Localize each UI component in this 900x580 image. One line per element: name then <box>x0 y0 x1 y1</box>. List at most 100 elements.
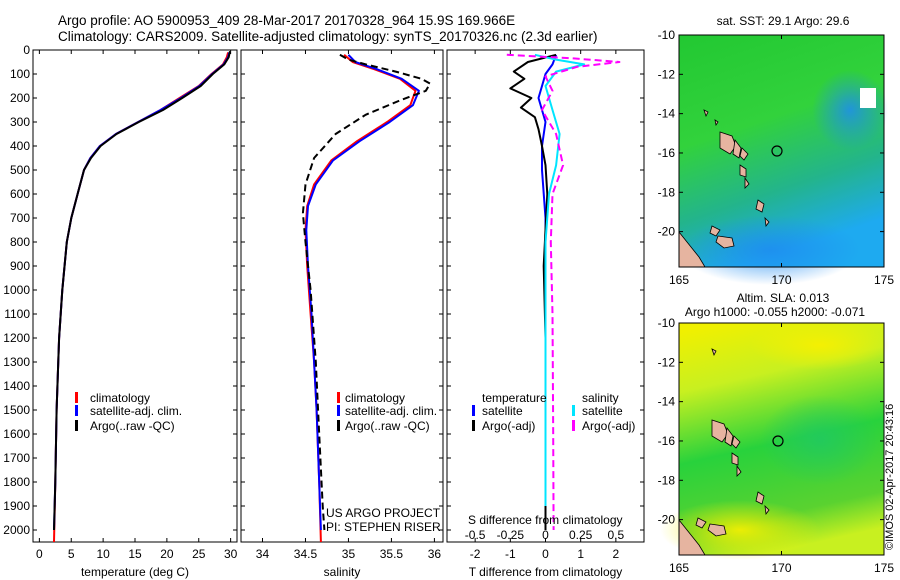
map-y-tick-label: -12 <box>658 355 676 369</box>
x-tick-label: 34 <box>256 547 270 561</box>
legend-label-argo: Argo(..raw -QC) <box>90 419 175 433</box>
legend-heading-salinity: salinity <box>582 391 619 405</box>
series-line <box>53 52 231 531</box>
sla-map-title2: Argo h1000: -0.055 h2000: -0.071 <box>685 305 865 319</box>
sst-map-title: sat. SST: 29.1 Argo: 29.6 <box>717 14 850 28</box>
legend-swatch-temp-argo <box>472 420 475 431</box>
legend-label-argo: Argo(..raw -QC) <box>345 419 430 433</box>
y-tick-label: 1100 <box>4 307 30 321</box>
legend-swatch-sal-argo <box>572 420 575 431</box>
sst-cool-patch <box>812 70 888 150</box>
x-tick-label: 5 <box>68 547 75 561</box>
legend-label-satellite: satellite-adj. clim. <box>90 404 182 418</box>
x-tick-label: 35 <box>342 547 356 561</box>
project-line2: PI: STEPHEN RISER <box>326 520 441 534</box>
argo-float-marker <box>771 145 783 157</box>
x-tick-label: 34.5 <box>294 547 318 561</box>
map-y-tick-label: -20 <box>658 225 676 239</box>
map-y-tick-label: -20 <box>658 513 676 527</box>
sst-missing-data <box>860 88 876 108</box>
map-x-tick-label: 175 <box>874 561 894 575</box>
top-x-tick-label: 0 <box>542 528 549 542</box>
sst-cool-patch <box>680 215 860 285</box>
x-tick-label: 1 <box>577 547 584 561</box>
series-line <box>509 53 557 530</box>
top-x-tick-label: -0.25 <box>497 528 525 542</box>
series-line <box>53 52 230 543</box>
legend-label-sal-argo: Argo(-adj) <box>582 419 635 433</box>
y-tick-label: 200 <box>10 91 30 105</box>
x-axis-label: salinity <box>324 565 361 579</box>
y-tick-label: 1200 <box>3 331 30 345</box>
y-tick-label: 800 <box>10 235 30 249</box>
x-tick-label: 35.5 <box>380 547 404 561</box>
s-difference-title: S difference from climatology <box>468 513 623 527</box>
x-tick-label: 30 <box>224 547 238 561</box>
map-x-tick-label: 165 <box>669 273 689 287</box>
figure-title-line1: Argo profile: AO 5900953_409 28-Mar-2017… <box>58 13 515 28</box>
map-y-tick-label: -16 <box>658 146 676 160</box>
difference-legend: temperature satellite Argo(-adj) salinit… <box>472 391 635 433</box>
y-tick-label: 500 <box>10 163 30 177</box>
x-axis-label: temperature (deg C) <box>81 565 189 579</box>
temperature-panel: 0100200300400500600700800900100011001200… <box>3 43 237 579</box>
y-tick-label: 1900 <box>3 499 30 513</box>
series-line <box>537 54 558 530</box>
legend-swatch-satellite <box>75 405 78 416</box>
x-tick-label: 0 <box>36 547 43 561</box>
map-x-tick-label: 170 <box>771 561 791 575</box>
y-tick-label: 2000 <box>3 523 30 537</box>
map-y-tick-label: -18 <box>658 185 676 199</box>
x-tick-label: -1 <box>505 547 516 561</box>
series-line <box>305 54 420 531</box>
salinity-panel: 34 34.5 35 35.5 36 salinity <box>240 49 444 579</box>
legend-swatch-satellite <box>337 405 340 416</box>
legend-swatch-climatology <box>337 392 340 403</box>
y-tick-label: 900 <box>10 259 30 273</box>
top-x-tick-label: 0.25 <box>569 528 593 542</box>
sla-low-patch <box>760 395 880 485</box>
x-axis-label: T difference from climatology <box>469 565 623 579</box>
y-tick-label: 100 <box>10 67 30 81</box>
legend-swatch-temp-satellite <box>472 405 475 416</box>
sla-map: Altim. SLA: 0.013 Argo h1000: -0.055 h20… <box>658 291 895 575</box>
series-line <box>301 53 432 531</box>
legend-label-climatology: climatology <box>90 391 150 405</box>
difference-panel: -2 -1 0 1 2 T difference from climatology -0.5… <box>446 49 645 579</box>
y-tick-label: 600 <box>10 187 30 201</box>
salinity-legend: climatology satellite-adj. clim. Argo(..… <box>337 391 437 433</box>
legend-swatch-climatology <box>75 392 78 403</box>
x-tick-label: 15 <box>128 547 142 561</box>
map-y-tick-label: -14 <box>658 107 676 121</box>
y-tick-label: 1800 <box>3 475 30 489</box>
series-line <box>534 53 586 506</box>
sla-map-title: Altim. SLA: 0.013 <box>737 291 830 305</box>
series-line <box>53 50 231 531</box>
legend-swatch-argo <box>337 420 340 431</box>
map-y-tick-label: -18 <box>658 473 676 487</box>
legend-label-temp-satellite: satellite <box>482 404 523 418</box>
project-line1: US ARGO PROJECT <box>326 506 441 520</box>
legend-label-climatology: climatology <box>345 391 405 405</box>
x-tick-label: 20 <box>160 547 174 561</box>
y-tick-label: 400 <box>10 139 30 153</box>
x-tick-label: -2 <box>470 547 481 561</box>
map-x-tick-label: 175 <box>874 273 894 287</box>
temperature-legend: climatology satellite-adj. clim. Argo(..… <box>75 391 182 433</box>
y-tick-label: 1300 <box>3 355 30 369</box>
map-y-tick-label: -10 <box>658 316 676 330</box>
legend-heading-temperature: temperature <box>482 391 547 405</box>
y-tick-label: 300 <box>10 115 30 129</box>
sla-high-patch <box>660 500 820 560</box>
y-tick-label: 0 <box>23 43 30 57</box>
y-tick-label: 700 <box>10 211 30 225</box>
y-tick-label: 1400 <box>3 379 30 393</box>
top-x-tick-label: 0.5 <box>608 528 625 542</box>
y-tick-label: 1000 <box>3 283 30 297</box>
legend-label-satellite: satellite-adj. clim. <box>345 404 437 418</box>
y-tick-label: 1700 <box>3 451 30 465</box>
y-tick-label: 1600 <box>3 427 30 441</box>
series-line <box>506 53 621 531</box>
sst-map: sat. SST: 29.1 Argo: 29.6 165 170 175 -10 -1… <box>658 14 895 287</box>
